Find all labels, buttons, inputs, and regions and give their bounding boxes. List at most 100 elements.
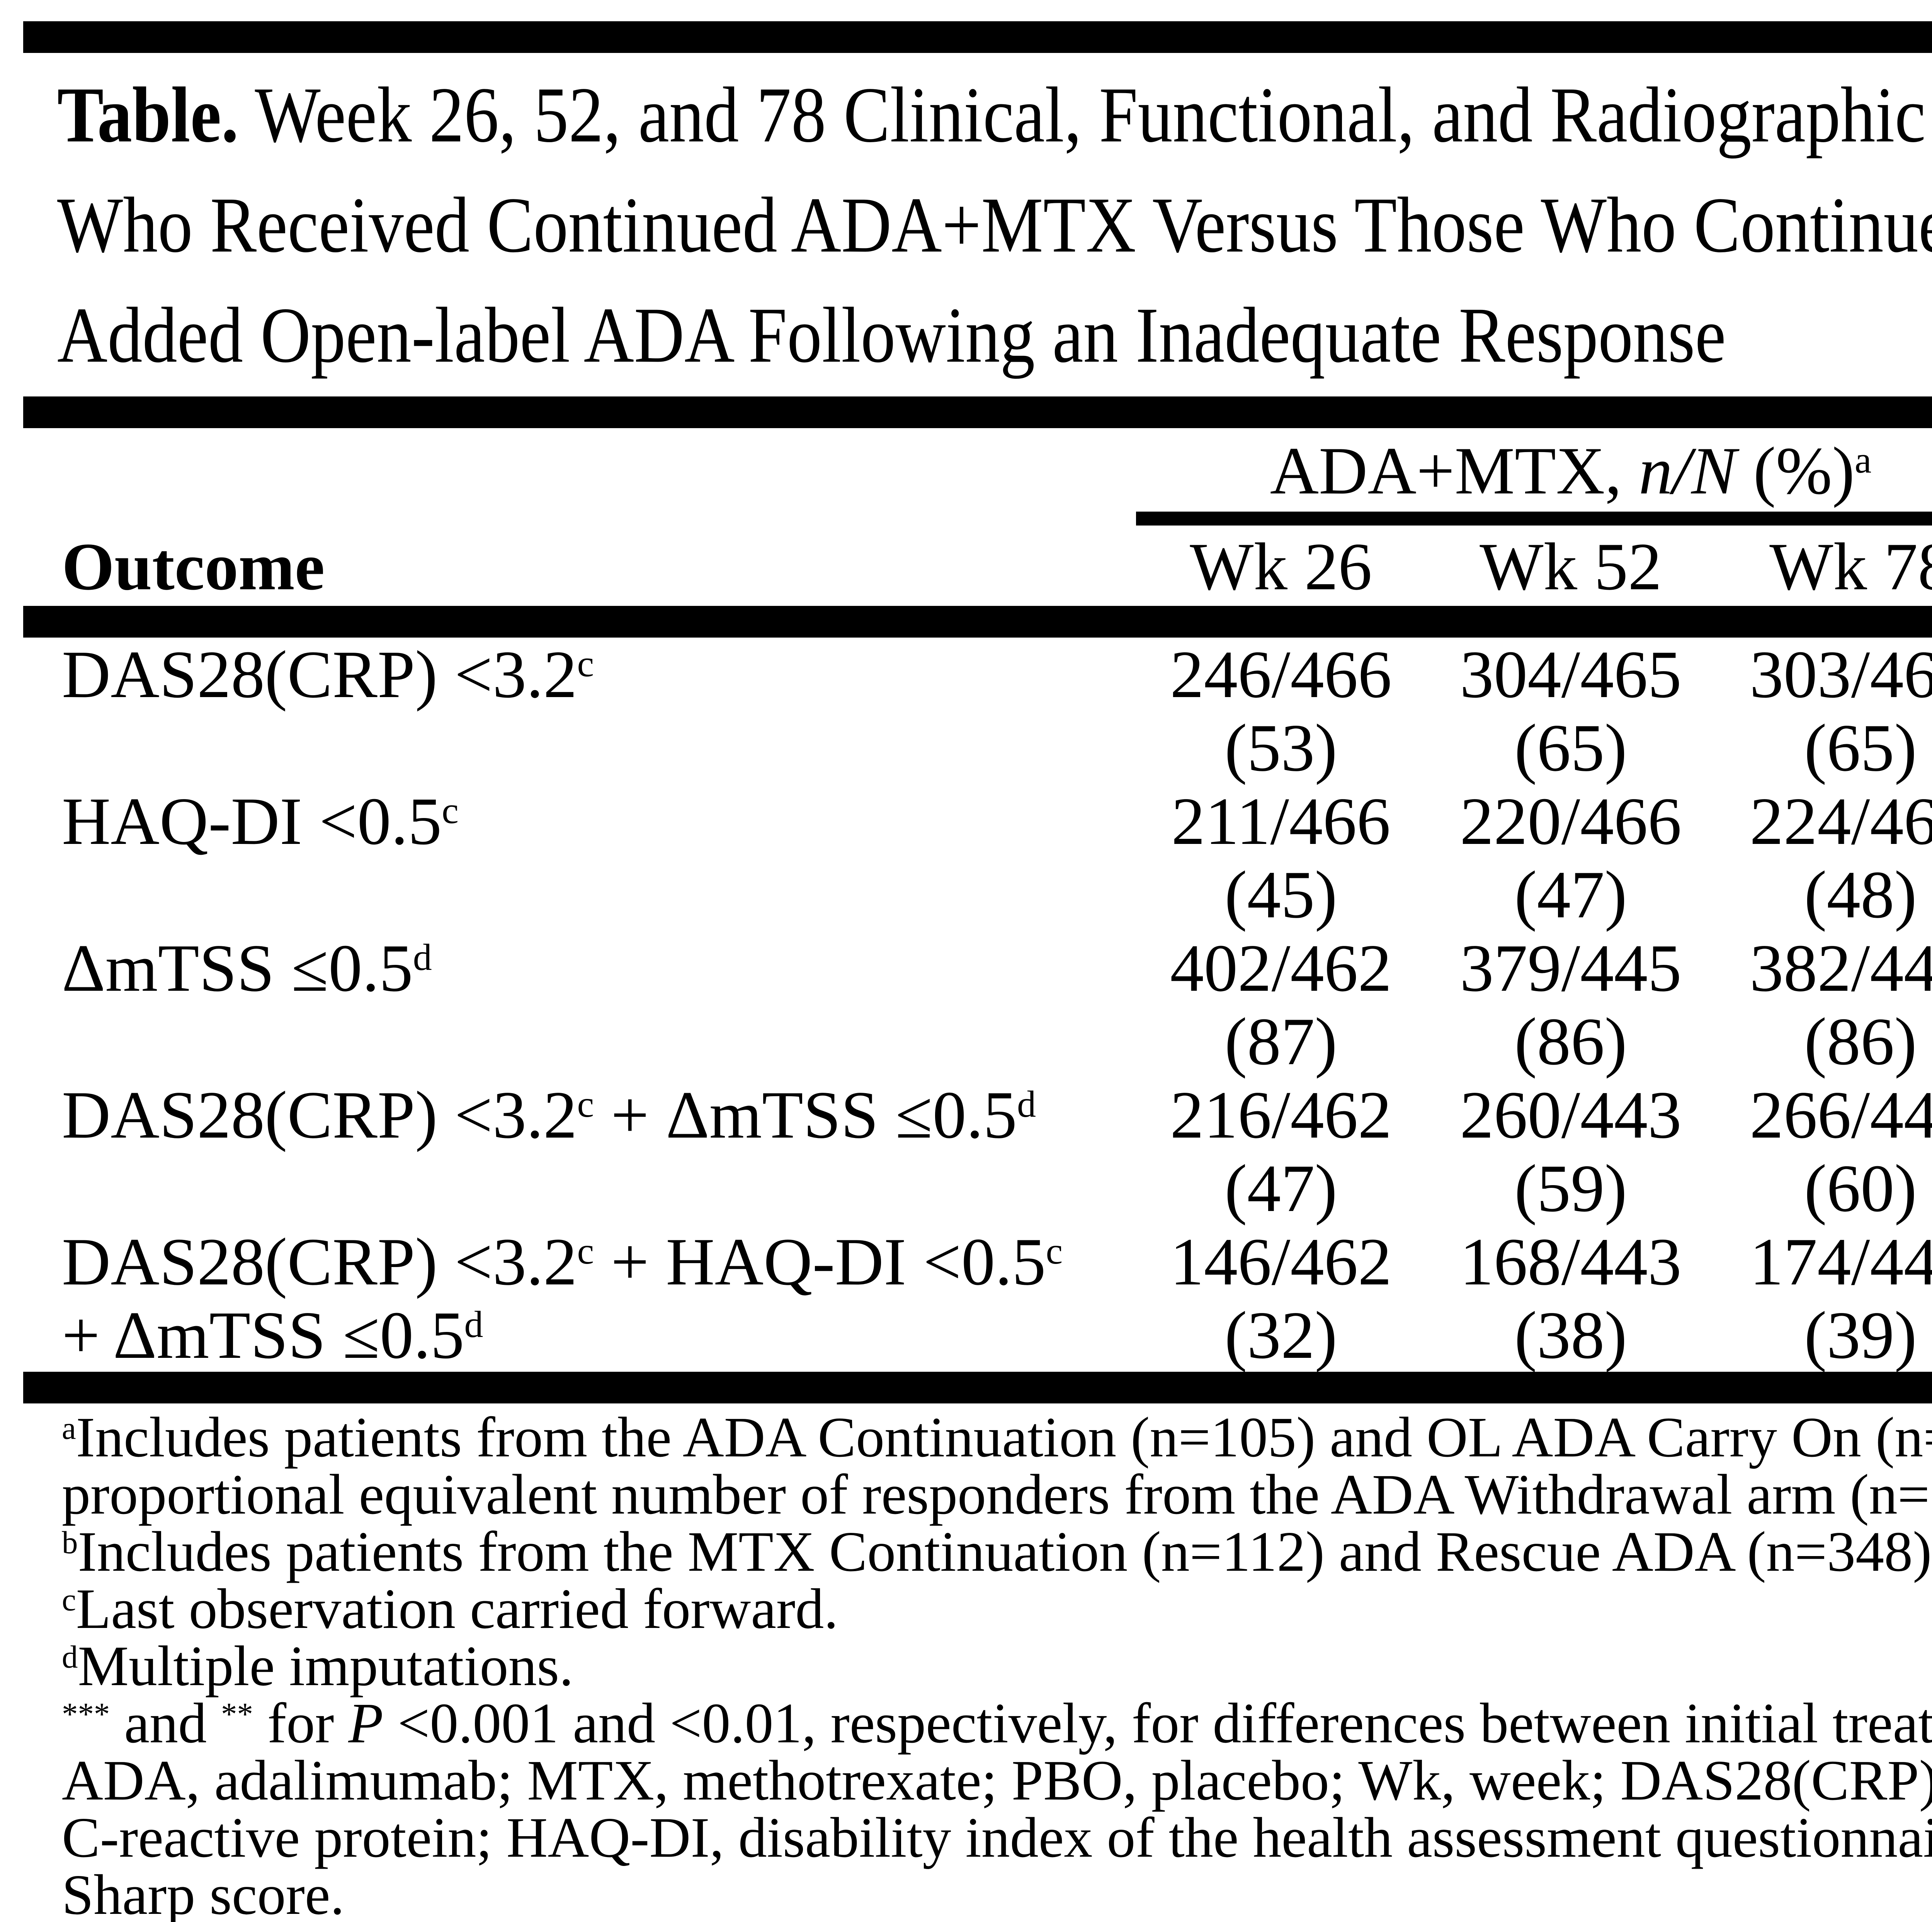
cell-percent: (39): [1804, 1298, 1917, 1373]
outcome-label-cell: DAS28(CRP) <3.2c: [23, 638, 1136, 784]
cell-percent: (48): [1804, 857, 1917, 932]
table-row-4: DAS28(CRP) <3.2c + ΔmTSS ≤0.5d 216/462 (47…: [23, 1078, 1932, 1225]
table-cell: 211/466 (45): [1136, 784, 1426, 931]
footnote-line-2: proportional equivalent number of respon…: [62, 1463, 1932, 1526]
table-cell: 216/462 (47): [1136, 1078, 1426, 1225]
footnote-line-9: Sharp score.: [62, 1863, 345, 1922]
cell-percent: (47): [1514, 857, 1627, 932]
table-header: ADA+MTX, n/N (%)a PBO+MTX, n/N (%)b Outc…: [23, 428, 1932, 606]
group-underline-rule: [1136, 512, 1932, 526]
cell-fraction: 304/465: [1460, 637, 1682, 712]
table-cell: 382/443(86): [1716, 931, 1932, 1078]
cell-fraction: 168/443: [1460, 1224, 1682, 1299]
outcome-label-line-2: [62, 1005, 1136, 1078]
week-column-header-2: Wk 52: [1480, 529, 1662, 604]
cell-percent: (65): [1804, 710, 1917, 785]
superscript: c: [62, 1582, 76, 1618]
superscript: c: [577, 1230, 594, 1272]
week-column-header-3: Wk 78: [1769, 529, 1932, 604]
cell-fraction: 402/462: [1170, 930, 1392, 1005]
table-row-5: DAS28(CRP) <3.2c + HAQ-DI <0.5c + ΔmTSS ≤…: [23, 1225, 1932, 1372]
title-prefix: Table.: [57, 71, 239, 159]
outcome-label-line-1: DAS28(CRP) <3.2c + HAQ-DI <0.5c: [62, 1224, 1063, 1299]
superscript: d: [413, 937, 432, 979]
week-column-header-1: Wk 26: [1190, 529, 1372, 604]
cell-percent: (87): [1225, 1004, 1337, 1079]
column-header-row: Outcome Wk 26 Wk 52 Wk 78 Wk 26 Wk 52 Wk…: [23, 526, 1932, 606]
cell-fraction: 266/443: [1750, 1077, 1932, 1152]
title-divider-rule: [23, 396, 1932, 428]
superscript: b: [62, 1524, 78, 1560]
table-cell: 168/443 (38): [1426, 1225, 1716, 1372]
table-body: DAS28(CRP) <3.2c 246/466 (53) 304/465 (65) 30…: [23, 638, 1932, 1372]
outcome-label-line-2: [62, 1151, 1136, 1225]
header-divider-rule: [23, 606, 1932, 638]
superscript: ***: [62, 1696, 110, 1732]
italic-text: n/N: [1638, 433, 1736, 508]
outcome-label-line-1: DAS28(CRP) <3.2c + ΔmTSS ≤0.5d: [62, 1077, 1036, 1152]
footnote-line-5: dMultiple imputations.: [62, 1635, 574, 1698]
table-cell: 246/466 (53): [1136, 638, 1426, 784]
cell-fraction: 174/443: [1750, 1224, 1932, 1299]
cell-fraction: 216/462: [1170, 1077, 1392, 1152]
table-row-3: ΔmTSS ≤0.5d402/462(87)379/445(86)382/443…: [23, 931, 1932, 1078]
cell-fraction: 146/462: [1170, 1224, 1392, 1299]
cell-percent: (53): [1225, 710, 1337, 785]
table-cell: 224/466(48): [1716, 784, 1932, 931]
cell-fraction: 303/465: [1750, 637, 1932, 712]
cell-fraction: 382/443: [1750, 930, 1932, 1005]
superscript: d: [1017, 1083, 1036, 1126]
title-line-3: Added Open-label ADA Following an Inadeq…: [57, 291, 1726, 379]
cell-fraction: 246/466: [1170, 637, 1392, 712]
title-line-2: Who Received Continued ADA+MTX Versus Th…: [57, 181, 1932, 269]
superscript: a: [62, 1410, 76, 1446]
italic-text: P: [348, 1692, 383, 1755]
footnote-line-7: ADA, adalimumab; MTX, methotrexate; PBO,…: [62, 1749, 1932, 1812]
outcome-label-line-2: [62, 858, 1136, 931]
outcome-label-cell: DAS28(CRP) <3.2c + HAQ-DI <0.5c + ΔmTSS ≤…: [23, 1225, 1136, 1372]
outcome-label-line-2: + ΔmTSS ≤0.5d: [62, 1298, 483, 1373]
table-cell: 260/443 (59): [1426, 1078, 1716, 1225]
footnote-line-1: aIncludes patients from the ADA Continua…: [62, 1406, 1932, 1469]
superscript: c: [577, 643, 594, 685]
footnote-line-6: *** and ** for P <0.001 and <0.01, respe…: [62, 1692, 1932, 1755]
cell-fraction: 260/443: [1460, 1077, 1682, 1152]
superscript: c: [442, 790, 459, 832]
group-header-row: ADA+MTX, n/N (%)a PBO+MTX, n/N (%)b: [23, 428, 1932, 509]
table-cell: 379/445 (86): [1426, 931, 1716, 1078]
outcome-label-line-1: HAQ-DI <0.5c: [62, 784, 459, 859]
outcome-label-line-1: ΔmTSS ≤0.5d: [62, 930, 432, 1005]
superscript: c: [1046, 1230, 1063, 1272]
cell-percent: (38): [1514, 1298, 1627, 1373]
footnote-line-3: bIncludes patients from the MTX Continua…: [62, 1520, 1932, 1584]
superscript: d: [464, 1304, 483, 1346]
footnote-line-8: C-reactive protein; HAQ-DI, disability i…: [62, 1806, 1932, 1869]
cell-percent: (32): [1225, 1298, 1337, 1373]
cell-percent: (60): [1804, 1151, 1917, 1226]
group-underline-row: [23, 512, 1932, 526]
superscript: c: [577, 1083, 594, 1126]
cell-fraction: 211/466: [1171, 784, 1391, 859]
cell-fraction: 379/445: [1460, 930, 1682, 1005]
footnotes: aIncludes patients from the ADA Continua…: [23, 1409, 1932, 1922]
table-cell: 146/462 (32): [1136, 1225, 1426, 1372]
outcome-label-line-2: [62, 711, 1136, 784]
table-cell: 304/465 (65): [1426, 638, 1716, 784]
outcome-label-cell: DAS28(CRP) <3.2c + ΔmTSS ≤0.5d: [23, 1078, 1136, 1225]
cell-percent: (47): [1225, 1151, 1337, 1226]
footnote-line-4: cLast observation carried forward.: [62, 1577, 838, 1641]
table-cell: 174/443(39): [1716, 1225, 1932, 1372]
cell-percent: (59): [1514, 1151, 1627, 1226]
table-row-2: HAQ-DI <0.5c 211/466 (45) 220/466 (47) 224/46…: [23, 784, 1932, 931]
cell-percent: (86): [1804, 1004, 1917, 1079]
table-cell: 303/465(65): [1716, 638, 1932, 784]
cell-fraction: 220/466: [1460, 784, 1682, 859]
title-line-1: Table. Week 26, 52, and 78 Clinical, Fun…: [57, 60, 1932, 170]
table-row-1: DAS28(CRP) <3.2c 246/466 (53) 304/465 (65) 30…: [23, 638, 1932, 784]
cell-percent: (45): [1225, 857, 1337, 932]
superscript: d: [62, 1639, 78, 1675]
table-cell: 402/462 (87): [1136, 931, 1426, 1078]
outcome-column-header: Outcome: [62, 529, 325, 604]
top-rule: [23, 21, 1932, 53]
